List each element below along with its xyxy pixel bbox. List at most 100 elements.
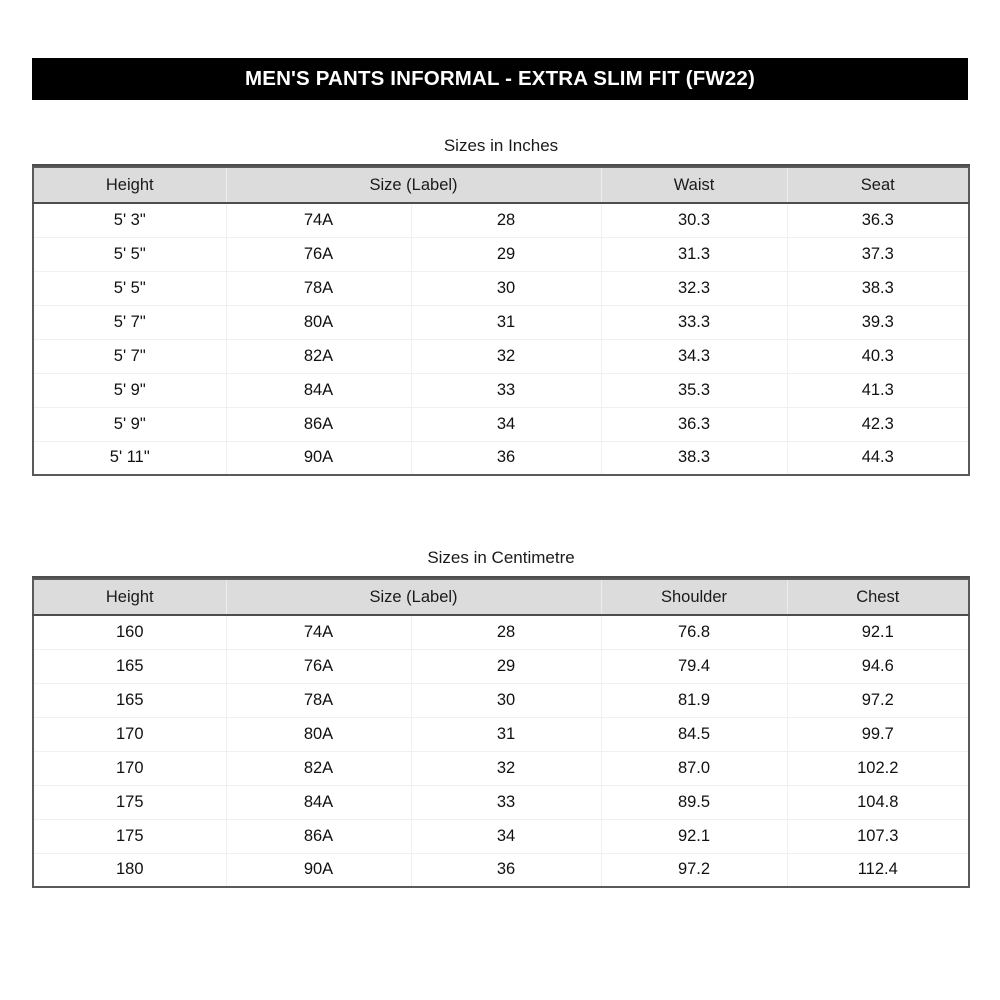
cell-seat: 44.3 <box>787 441 970 475</box>
column-header-height: Height <box>33 579 227 616</box>
cell-size-label-numeric: 31 <box>411 305 602 340</box>
cell-height: 175 <box>33 785 227 820</box>
cell-size-label-numeric: 28 <box>411 203 602 238</box>
cell-size-label-numeric: 33 <box>411 373 602 408</box>
table-row: 5' 9" 84A 33 35.3 41.3 <box>33 373 970 408</box>
cell-seat: 40.3 <box>787 339 970 374</box>
cell-chest: 92.1 <box>787 615 970 650</box>
cell-size-label-alpha: 82A <box>226 751 412 786</box>
cell-waist: 30.3 <box>601 203 788 238</box>
cell-seat: 38.3 <box>787 271 970 306</box>
cell-size-label-alpha: 76A <box>226 237 412 272</box>
cell-size-label-alpha: 84A <box>226 373 412 408</box>
cell-size-label-alpha: 90A <box>226 441 412 475</box>
cell-shoulder: 84.5 <box>601 717 788 752</box>
cell-shoulder: 87.0 <box>601 751 788 786</box>
cell-chest: 94.6 <box>787 649 970 684</box>
page-title: MEN'S PANTS INFORMAL - EXTRA SLIM FIT (F… <box>245 67 755 90</box>
table-row: 180 90A 36 97.2 112.4 <box>33 853 970 887</box>
cell-size-label-numeric: 30 <box>411 271 602 306</box>
cell-waist: 31.3 <box>601 237 788 272</box>
cell-height: 5' 9" <box>33 373 227 408</box>
cell-seat: 41.3 <box>787 373 970 408</box>
cell-size-label-numeric: 29 <box>411 237 602 272</box>
table-row: 165 76A 29 79.4 94.6 <box>33 649 970 684</box>
cell-shoulder: 76.8 <box>601 615 788 650</box>
cell-height: 5' 7" <box>33 339 227 374</box>
cell-size-label-alpha: 78A <box>226 271 412 306</box>
cell-size-label-alpha: 74A <box>226 203 412 238</box>
cell-height: 170 <box>33 751 227 786</box>
table-row: 5' 5" 76A 29 31.3 37.3 <box>33 237 970 272</box>
cell-chest: 97.2 <box>787 683 970 718</box>
cell-height: 170 <box>33 717 227 752</box>
cell-size-label-alpha: 80A <box>226 305 412 340</box>
table-row: 170 82A 32 87.0 102.2 <box>33 751 970 786</box>
table-row: 160 74A 28 76.8 92.1 <box>33 615 970 650</box>
cell-waist: 36.3 <box>601 407 788 442</box>
cell-height: 5' 5" <box>33 271 227 306</box>
cell-seat: 42.3 <box>787 407 970 442</box>
column-header-waist: Waist <box>601 167 788 204</box>
cell-size-label-alpha: 78A <box>226 683 412 718</box>
cell-height: 165 <box>33 683 227 718</box>
cell-height: 5' 5" <box>33 237 227 272</box>
size-table-inches: Sizes in Inches Height Size (Label) Wais… <box>32 125 971 476</box>
cell-height: 5' 11" <box>33 441 227 475</box>
cell-shoulder: 92.1 <box>601 819 788 854</box>
cell-size-label-numeric: 32 <box>411 339 602 374</box>
cell-shoulder: 97.2 <box>601 853 788 887</box>
column-header-height: Height <box>33 167 227 204</box>
cell-height: 5' 9" <box>33 407 227 442</box>
table-body-centimetre: 160 74A 28 76.8 92.1 165 76A 29 79.4 94.… <box>33 615 970 887</box>
cell-size-label-numeric: 36 <box>411 441 602 475</box>
cell-waist: 35.3 <box>601 373 788 408</box>
cell-size-label-numeric: 28 <box>411 615 602 650</box>
cell-size-label-alpha: 80A <box>226 717 412 752</box>
cell-size-label-alpha: 86A <box>226 819 412 854</box>
cell-waist: 32.3 <box>601 271 788 306</box>
cell-waist: 33.3 <box>601 305 788 340</box>
cell-height: 5' 7" <box>33 305 227 340</box>
table-row: 5' 7" 80A 31 33.3 39.3 <box>33 305 970 340</box>
cell-chest: 99.7 <box>787 717 970 752</box>
table-header-row: Height Size (Label) Waist Seat <box>33 167 970 204</box>
cell-size-label-alpha: 90A <box>226 853 412 887</box>
cell-size-label-numeric: 29 <box>411 649 602 684</box>
cell-waist: 38.3 <box>601 441 788 475</box>
cell-height: 175 <box>33 819 227 854</box>
cell-size-label-numeric: 33 <box>411 785 602 820</box>
cell-size-label-alpha: 74A <box>226 615 412 650</box>
table-row: 5' 11" 90A 36 38.3 44.3 <box>33 441 970 475</box>
table-row: 175 84A 33 89.5 104.8 <box>33 785 970 820</box>
column-header-size-label: Size (Label) <box>226 579 602 616</box>
table-row: 5' 7" 82A 32 34.3 40.3 <box>33 339 970 374</box>
cell-seat: 37.3 <box>787 237 970 272</box>
cell-waist: 34.3 <box>601 339 788 374</box>
cell-height: 180 <box>33 853 227 887</box>
cell-size-label-numeric: 31 <box>411 717 602 752</box>
cell-size-label-numeric: 34 <box>411 407 602 442</box>
cell-seat: 39.3 <box>787 305 970 340</box>
table-row: 5' 3" 74A 28 30.3 36.3 <box>33 203 970 238</box>
table-row: 175 86A 34 92.1 107.3 <box>33 819 970 854</box>
cell-size-label-alpha: 86A <box>226 407 412 442</box>
cell-size-label-numeric: 30 <box>411 683 602 718</box>
table-body-inches: 5' 3" 74A 28 30.3 36.3 5' 5" 76A 29 31.3… <box>33 203 970 475</box>
table-header-row: Height Size (Label) Shoulder Chest <box>33 579 970 616</box>
cell-chest: 112.4 <box>787 853 970 887</box>
cell-shoulder: 79.4 <box>601 649 788 684</box>
cell-size-label-alpha: 76A <box>226 649 412 684</box>
column-header-seat: Seat <box>787 167 970 204</box>
cell-height: 5' 3" <box>33 203 227 238</box>
column-header-size-label: Size (Label) <box>226 167 602 204</box>
cell-size-label-numeric: 36 <box>411 853 602 887</box>
cell-size-label-alpha: 84A <box>226 785 412 820</box>
cell-height: 165 <box>33 649 227 684</box>
column-header-chest: Chest <box>787 579 970 616</box>
cell-size-label-alpha: 82A <box>226 339 412 374</box>
table-caption-centimetre: Sizes in Centimetre <box>32 537 971 578</box>
table-row: 165 78A 30 81.9 97.2 <box>33 683 970 718</box>
cell-shoulder: 81.9 <box>601 683 788 718</box>
